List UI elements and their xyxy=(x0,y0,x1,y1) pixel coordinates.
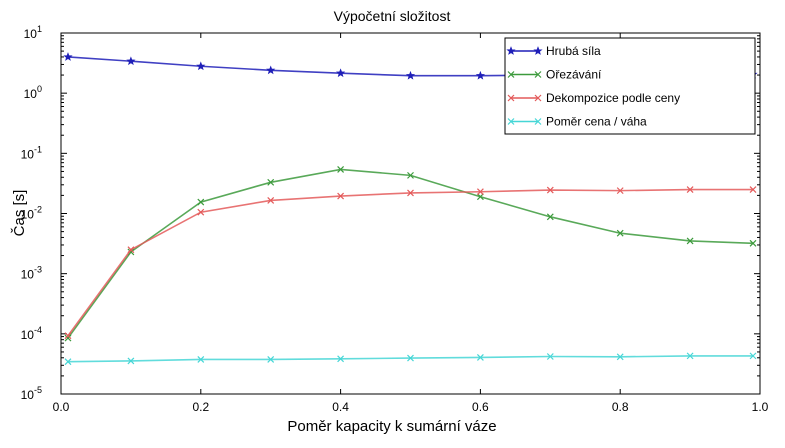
data-point xyxy=(127,357,135,365)
x-axis-label: Poměr kapacity k sumární váze xyxy=(287,418,496,435)
data-point xyxy=(476,193,484,201)
data-point xyxy=(546,186,554,194)
legend-label: Ořezávání xyxy=(546,68,602,82)
legend-marker xyxy=(506,46,516,55)
data-point xyxy=(266,65,276,75)
data-point xyxy=(64,358,72,366)
legend-label: Dekompozice podle ceny xyxy=(546,91,680,105)
data-point xyxy=(196,61,206,71)
data-point xyxy=(267,356,275,363)
data-point xyxy=(64,334,72,342)
data-point xyxy=(407,171,414,179)
y-tick-label: 10-1 xyxy=(21,144,42,161)
data-point xyxy=(686,237,694,245)
data-point xyxy=(337,166,345,173)
x-tick-label: 1.0 xyxy=(752,400,769,414)
data-point xyxy=(616,353,624,361)
data-point xyxy=(616,187,624,195)
legend-marker xyxy=(534,71,542,78)
data-point xyxy=(197,198,205,206)
legend: Hrubá síla Ořezávání Dekompozice podle cen… xyxy=(504,37,756,135)
data-point xyxy=(63,52,73,61)
data-point xyxy=(749,352,757,360)
legend-marker xyxy=(507,71,515,78)
data-point xyxy=(407,354,414,362)
y-tick-label: 100 xyxy=(24,84,42,101)
x-tick-label: 0.4 xyxy=(332,400,349,414)
series xyxy=(64,352,757,366)
legend-marker xyxy=(507,94,515,102)
y-axis-label: Čas [s] xyxy=(11,190,28,237)
data-point xyxy=(267,196,275,204)
y-tick-label: 10-2 xyxy=(21,205,42,222)
chart-title: Výpočetní složitost xyxy=(334,8,451,24)
data-point xyxy=(64,332,72,340)
data-point xyxy=(127,246,135,254)
data-point xyxy=(686,186,694,193)
x-tick-label: 0.2 xyxy=(192,400,209,414)
data-point xyxy=(126,56,136,66)
data-point xyxy=(337,355,345,363)
data-point xyxy=(749,239,757,247)
y-tick-label: 10-3 xyxy=(21,265,42,282)
data-point xyxy=(476,354,484,361)
legend-marker xyxy=(507,118,515,125)
x-tick-label: 0.0 xyxy=(53,400,70,414)
data-point xyxy=(616,229,624,237)
x-tick-label: 0.8 xyxy=(612,400,629,414)
data-point xyxy=(686,352,694,360)
data-point xyxy=(267,178,275,186)
data-point xyxy=(546,353,554,360)
data-point xyxy=(337,192,345,200)
y-tick-label: 10-5 xyxy=(21,385,42,402)
data-point xyxy=(475,70,486,80)
series xyxy=(64,186,757,340)
data-point xyxy=(127,248,135,256)
x-tick-label: 0.6 xyxy=(472,400,489,414)
legend-box xyxy=(504,37,756,135)
data-point xyxy=(405,70,416,80)
legend-marker xyxy=(534,94,542,102)
y-axis: 101 100 10-1 10-2 10-3 10-4 10-5 xyxy=(21,24,760,402)
data-point xyxy=(546,213,554,221)
legend-marker xyxy=(534,118,542,125)
y-tick-label: 101 xyxy=(24,24,42,41)
data-point xyxy=(197,208,205,216)
series xyxy=(64,166,757,342)
legend-marker xyxy=(533,46,543,55)
data-point xyxy=(476,188,484,196)
data-point xyxy=(197,356,205,363)
y-tick-label: 10-4 xyxy=(21,325,42,342)
legend-label: Poměr cena / váha xyxy=(546,115,647,129)
data-point xyxy=(749,186,757,193)
legend-label: Hrubá síla xyxy=(546,44,601,58)
data-point xyxy=(335,68,346,78)
x-axis: 0.0 0.2 0.4 0.6 0.8 1.0 xyxy=(53,33,769,414)
data-point xyxy=(407,189,414,197)
